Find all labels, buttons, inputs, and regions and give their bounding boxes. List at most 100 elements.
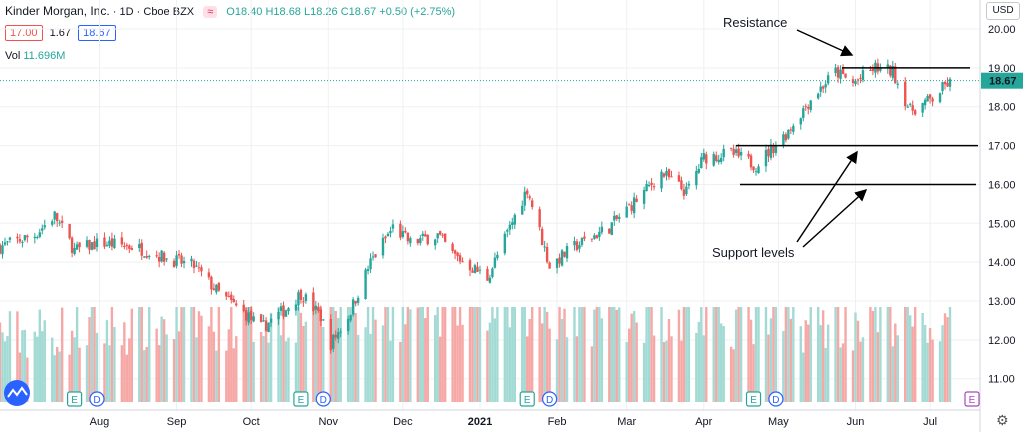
candle-body bbox=[249, 310, 253, 320]
candle-body bbox=[356, 297, 360, 303]
candle-body bbox=[406, 232, 410, 242]
candle-body bbox=[319, 309, 323, 322]
spread-value: 1.67 bbox=[49, 27, 72, 39]
volume-bar bbox=[364, 327, 367, 402]
volume-bar bbox=[349, 307, 352, 402]
volume-bar bbox=[302, 325, 305, 402]
volume-bar bbox=[200, 315, 203, 402]
candle-body bbox=[456, 252, 459, 257]
candle-body bbox=[8, 237, 12, 240]
candle-body bbox=[715, 155, 718, 161]
interval-label[interactable]: 1D bbox=[119, 6, 134, 18]
candle-body bbox=[523, 191, 526, 206]
candle-body bbox=[685, 186, 688, 195]
volume-bar bbox=[662, 342, 666, 402]
volume-bar bbox=[314, 307, 318, 402]
candle-body bbox=[695, 171, 698, 186]
candle-body bbox=[856, 79, 860, 81]
volume-bar bbox=[737, 307, 740, 402]
candle-body bbox=[245, 310, 248, 321]
candle-body bbox=[941, 82, 944, 92]
volume-bar bbox=[319, 307, 323, 402]
candle-body bbox=[70, 237, 74, 253]
candle-body bbox=[105, 244, 109, 246]
candle-body bbox=[787, 129, 790, 139]
low-value: L18.26 bbox=[304, 6, 338, 18]
candle-body bbox=[819, 86, 822, 92]
candle-body bbox=[869, 70, 872, 72]
volume-bar bbox=[143, 350, 146, 402]
volume-bar bbox=[120, 345, 124, 402]
candle-body bbox=[526, 190, 529, 195]
earnings-marker-label: E bbox=[750, 395, 757, 406]
volume-bar bbox=[787, 307, 790, 402]
candle-body bbox=[172, 260, 176, 268]
symbol-name[interactable]: Kinder Morgan, Inc. bbox=[5, 4, 110, 18]
candle-body bbox=[125, 245, 129, 247]
volume-bar bbox=[739, 307, 743, 402]
sell-button[interactable]: 17.00 bbox=[5, 25, 43, 41]
volume-bar bbox=[816, 307, 820, 402]
candle-body bbox=[496, 254, 499, 259]
volume-bar bbox=[799, 326, 802, 402]
volume-bar bbox=[946, 317, 949, 402]
volume-bar bbox=[647, 307, 651, 402]
volume-bar bbox=[926, 342, 929, 402]
candle-body bbox=[650, 182, 653, 186]
volume-bar bbox=[145, 347, 148, 402]
candle-body bbox=[247, 312, 250, 323]
compare-icon[interactable]: ≈ bbox=[203, 6, 218, 18]
candle-body bbox=[346, 319, 350, 332]
volume-bar bbox=[105, 320, 109, 402]
tradingview-cloud-icon[interactable] bbox=[4, 380, 30, 406]
candle-body bbox=[421, 233, 424, 236]
candle-body bbox=[767, 148, 770, 157]
volume-bar bbox=[948, 307, 952, 402]
earnings-marker-label: E bbox=[524, 395, 531, 406]
candle-body bbox=[749, 155, 753, 168]
volume-bar bbox=[590, 346, 594, 402]
volume-bar bbox=[73, 337, 76, 402]
candle-body bbox=[252, 316, 255, 322]
candle-body bbox=[471, 270, 474, 273]
volume-bar bbox=[717, 307, 720, 402]
volume-bar bbox=[635, 322, 638, 402]
candle-body bbox=[468, 260, 472, 271]
candle-body bbox=[555, 258, 559, 268]
volume-bar bbox=[844, 307, 847, 402]
gear-icon[interactable]: ⚙ bbox=[996, 412, 1009, 428]
candle-body bbox=[441, 234, 444, 236]
volume-bar bbox=[0, 322, 2, 402]
candle-body bbox=[792, 125, 795, 132]
candle-body bbox=[217, 282, 221, 291]
volume-bar bbox=[906, 307, 909, 402]
volume-bar bbox=[757, 307, 760, 402]
volume-bar bbox=[93, 307, 96, 402]
candle-body bbox=[821, 86, 825, 89]
candle-body bbox=[538, 209, 541, 228]
volume-bar bbox=[53, 355, 56, 402]
volume-bar bbox=[792, 307, 795, 402]
candle-body bbox=[687, 183, 691, 186]
volume-bar bbox=[618, 307, 621, 402]
volume-bar bbox=[1, 332, 4, 402]
volume-bar bbox=[162, 319, 166, 402]
volume-bar bbox=[421, 307, 424, 402]
volume-bar bbox=[747, 307, 750, 402]
candle-body bbox=[513, 214, 516, 225]
candle-body bbox=[660, 171, 663, 189]
candle-body bbox=[702, 153, 705, 160]
volume-bar bbox=[578, 307, 581, 402]
volume-bar bbox=[123, 322, 126, 402]
candle-body bbox=[409, 238, 412, 244]
y-tick-label: 20.00 bbox=[988, 24, 1016, 36]
currency-selector[interactable]: USD bbox=[986, 2, 1020, 20]
candle-body bbox=[130, 248, 134, 250]
candle-body bbox=[824, 84, 827, 88]
volume-bar bbox=[190, 307, 193, 402]
x-tick-label: Dec bbox=[393, 416, 413, 428]
buy-button[interactable]: 18.67 bbox=[78, 25, 116, 41]
volume-bar bbox=[538, 307, 541, 402]
volume-bar bbox=[625, 342, 628, 402]
